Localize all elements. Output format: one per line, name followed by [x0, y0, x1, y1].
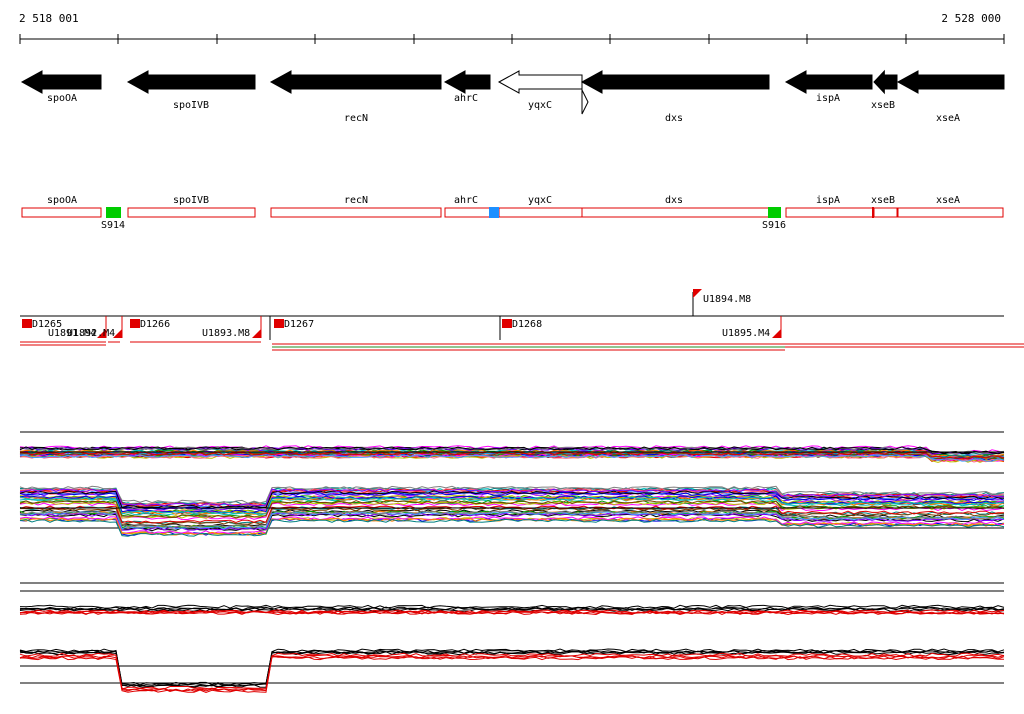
gene-box-label: yqxC: [528, 195, 552, 206]
expression-summary-line: [19, 609, 1005, 614]
transcription-end-flag: [97, 329, 106, 338]
gene-label: xseB: [871, 100, 895, 111]
gene-box: [270, 207, 442, 218]
transcription-end-flag: [693, 289, 702, 298]
gene-box: [21, 207, 102, 218]
expression-profile-line: [19, 510, 1005, 529]
ruler-end-coordinate: 2 528 000: [941, 12, 1001, 25]
gene-label: recN: [344, 113, 368, 124]
transcription-unit-label: D1267: [284, 319, 314, 330]
transcription-unit-label: D1265: [32, 319, 62, 330]
gene-box-label: ahrC: [454, 195, 478, 206]
expression-summary-line: [19, 655, 1005, 693]
expression-profile-line: [19, 488, 1005, 507]
gene-arrow-tail: [581, 89, 589, 115]
expression-profile-line: [20, 454, 1005, 462]
transcription-end-flag: [772, 329, 781, 338]
gene-arrow: [20, 70, 102, 94]
expression-profile-line: [19, 446, 1005, 455]
gene-arrow: [896, 70, 1005, 94]
gene-arrow: [784, 70, 873, 94]
transcription-end-flag: [252, 329, 261, 338]
gene-arrow: [126, 70, 256, 94]
transcription-end-flag: [113, 329, 122, 338]
promoter-label: S914: [101, 220, 125, 231]
gene-label: dxs: [665, 113, 683, 124]
gene-label: spoIVB: [173, 100, 209, 111]
gene-arrow: [443, 70, 491, 94]
transcription-start-flag: [22, 319, 32, 328]
gene-box-label: spoOA: [47, 195, 77, 206]
expression-profile-line: [19, 447, 1005, 455]
gene-box: [581, 207, 770, 218]
gene-box: [897, 207, 1004, 218]
transcription-unit-label: U1894.M8: [703, 294, 751, 305]
expression-summary-line: [19, 604, 1005, 609]
gene-label: ispA: [816, 93, 840, 104]
gene-label: spoOA: [47, 93, 77, 104]
gene-box-label: recN: [344, 195, 368, 206]
expression-summary-line: [19, 606, 1005, 611]
gene-arrow: [497, 70, 583, 94]
expression-summary-line: [19, 651, 1005, 689]
gene-box-label: spoIVB: [173, 195, 209, 206]
gene-label: yqxC: [528, 100, 552, 111]
transcription-unit-label: U1891.M4: [48, 328, 96, 339]
expression-profile-line: [19, 518, 1005, 537]
transcription-unit-label: U1892.M4: [67, 328, 115, 339]
expression-summary-line: [19, 610, 1005, 615]
gene-label: xseA: [936, 113, 960, 124]
expression-profile-line: [19, 505, 1005, 524]
transcription-unit-label: U1893.M8: [202, 328, 250, 339]
gene-box: [498, 207, 583, 218]
promoter-marker: [106, 207, 121, 218]
expression-summary-line: [19, 649, 1004, 687]
transcription-unit-label: U1895.M4: [722, 328, 770, 339]
gene-box-label: ispA: [816, 195, 840, 206]
ruler-start-coordinate: 2 518 001: [19, 12, 79, 25]
gene-arrow: [580, 70, 770, 94]
gene-box: [785, 207, 874, 218]
gene-box-label: xseA: [936, 195, 960, 206]
promoter-marker: [489, 207, 499, 218]
expression-summary-line: [19, 648, 1005, 686]
expression-profile-line: [19, 496, 1005, 515]
gene-label: ahrC: [454, 93, 478, 104]
transcription-unit-label: D1266: [140, 319, 170, 330]
expression-profile-line: [19, 510, 1005, 529]
gene-box-label: dxs: [665, 195, 683, 206]
expression-profile-line: [19, 490, 1005, 509]
gene-arrow: [873, 69, 898, 95]
gene-box: [873, 207, 898, 218]
expression-profile-line: [19, 494, 1005, 513]
transcription-unit-label: D1268: [512, 319, 542, 330]
transcription-start-flag: [130, 319, 140, 328]
transcription-start-flag: [274, 319, 284, 328]
transcription-start-flag: [502, 319, 512, 328]
gene-arrow: [269, 70, 442, 94]
expression-profile-line: [19, 485, 1005, 504]
gene-box-label: xseB: [871, 195, 895, 206]
promoter-label: S916: [762, 220, 786, 231]
expression-profile-line: [19, 451, 1005, 460]
expression-summary-line: [19, 652, 1005, 690]
promoter-marker: [768, 207, 781, 218]
gene-box: [127, 207, 256, 218]
